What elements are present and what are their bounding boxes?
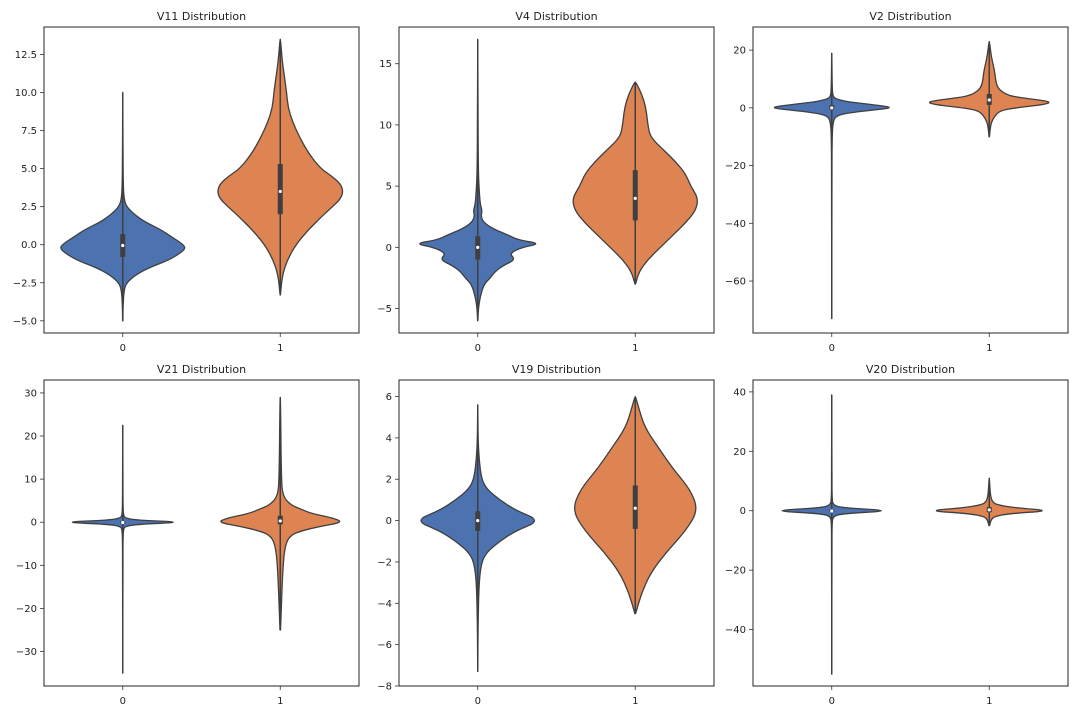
y-tick-label: −4 [377,599,392,610]
y-tick-label: 12.5 [15,50,37,61]
x-tick-label: 1 [277,343,283,354]
axes-frame [398,26,715,334]
x-tick-label: 1 [632,696,638,707]
panel-title: V20 Distribution [866,363,955,376]
y-tick-label: −20 [725,161,746,172]
panel-5: V19 Distribution −8 −6 −4 −2 0 2 4 6 0 1 [377,363,715,707]
x-tick-label: 0 [475,696,481,707]
panel-2: V4 Distribution −5 0 5 10 15 0 1 [377,10,715,354]
violin-median-0 [830,509,834,513]
y-tick-label: −10 [16,561,37,572]
x-tick-label: 1 [986,343,992,354]
x-tick-label: 1 [632,343,638,354]
y-tick-label: 0 [740,103,746,114]
y-tick-label: −2 [377,557,392,568]
violin-iqr-1 [632,170,638,221]
y-tick-label: −20 [16,604,37,615]
y-tick-label: 0 [31,518,37,529]
x-tick-label: 0 [829,696,835,707]
panel-title: V4 Distribution [515,10,597,23]
panel-title: V2 Distribution [869,10,951,23]
y-tick-label: −5 [377,304,392,315]
y-tick-label: 0 [386,516,392,527]
axes-frame [752,379,1069,687]
y-tick-label: 40 [733,387,746,398]
y-tick-label: 0.0 [21,240,37,251]
x-tick-label: 0 [475,343,481,354]
y-tick-label: 10 [24,475,37,486]
violin-median-1 [278,519,282,523]
axes-frame [398,379,715,687]
y-tick-label: 20 [733,46,746,57]
y-tick-label: 5.0 [21,164,37,175]
panel-title: V21 Distribution [157,363,246,376]
y-tick-label: −40 [725,625,746,636]
y-tick-label: 2.5 [21,202,37,213]
violin-median-1 [278,189,282,194]
x-tick-label: 0 [120,696,126,707]
y-tick-label: −60 [725,277,746,288]
violin-median-0 [830,106,834,110]
y-tick-label: −6 [377,640,392,651]
panel-title: V11 Distribution [157,10,246,23]
violin-median-1 [633,506,637,510]
y-tick-label: 0 [740,506,746,517]
y-tick-label: 7.5 [21,126,37,137]
y-tick-label: 0 [386,243,392,254]
y-tick-label: 20 [733,447,746,458]
violin-median-0 [121,520,125,525]
violin-median-0 [476,518,480,523]
violin-median-0 [476,245,480,249]
x-tick-label: 1 [277,696,283,707]
violin-median-1 [633,196,637,200]
y-tick-label: 10 [379,120,392,131]
panel-6: V20 Distribution −40 −20 0 20 40 0 1 [725,363,1069,707]
panel-3: V2 Distribution −60 −40 −20 0 20 0 1 [725,10,1069,354]
axes-frame [752,26,1069,334]
y-tick-label: 4 [386,433,392,444]
y-tick-label: −8 [377,682,392,693]
x-tick-label: 0 [829,343,835,354]
y-tick-label: 15 [379,59,392,70]
violin-median-0 [121,243,125,248]
y-tick-label: 5 [386,182,392,193]
x-tick-label: 0 [120,343,126,354]
y-tick-label: 20 [24,432,37,443]
y-tick-label: 2 [386,475,392,486]
violin-median-1 [987,98,991,102]
violin-median-1 [987,508,991,512]
axes-frame [43,379,360,687]
y-tick-label: −40 [725,219,746,230]
panel-1: V11 Distribution −5.0 −2.5 0.0 2.5 5.0 7.5 10.0… [13,10,360,354]
y-tick-label: −2.5 [13,278,37,289]
x-tick-label: 1 [986,696,992,707]
y-tick-label: −30 [16,647,37,658]
panel-title: V19 Distribution [512,363,601,376]
violin-iqr-1 [277,164,283,215]
axes-frame [43,26,360,334]
y-tick-label: −5.0 [13,316,37,327]
y-tick-label: 30 [24,388,37,399]
y-tick-label: 6 [386,392,392,403]
panel-4: V21 Distribution −30 −20 −10 0 10 20 30 0 1 [16,363,360,707]
y-tick-label: 10.0 [15,88,37,99]
y-tick-label: −20 [725,566,746,577]
